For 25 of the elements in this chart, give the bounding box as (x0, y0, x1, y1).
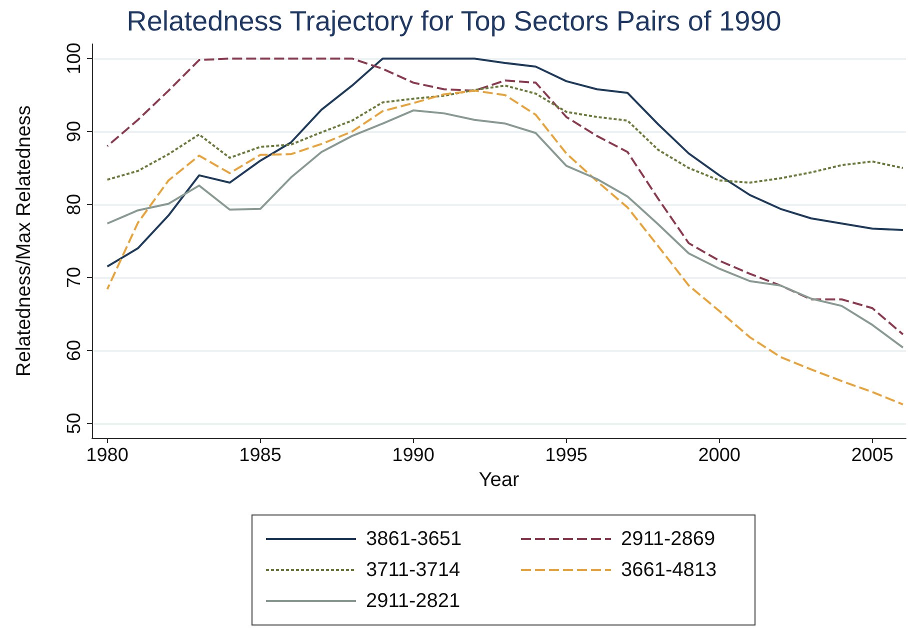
x-tick-label: 1990 (392, 445, 434, 466)
x-tick-label: 1985 (239, 445, 282, 466)
y-tick-label: 70 (64, 266, 85, 288)
chart-title: Relatedness Trajectory for Top Sectors Pairs of 1990 (126, 6, 782, 36)
y-tick-label: 80 (64, 194, 85, 216)
legend-label: 3861-3651 (366, 528, 462, 550)
legend-label: 3661-4813 (621, 559, 717, 581)
line-series (106, 84, 904, 184)
line-series (106, 109, 904, 349)
y-tick-label: 50 (64, 412, 85, 434)
legend-label: 2911-2869 (621, 528, 716, 550)
x-tick-label: 1995 (545, 445, 588, 466)
line-series (106, 58, 904, 268)
x-tick-label: 1980 (86, 445, 128, 466)
x-tick-label: 2005 (851, 445, 894, 466)
y-tick-label: 100 (64, 42, 85, 74)
x-axis-title: Year (478, 469, 520, 491)
y-axis-title: Relatedness/Max Relatedness (13, 105, 35, 377)
y-tick-label: 60 (64, 340, 85, 362)
line-series (106, 90, 904, 406)
x-tick-label: 2000 (698, 445, 740, 466)
legend-label: 2911-2821 (366, 590, 460, 612)
legend-label: 3711-3714 (366, 559, 460, 581)
y-tick-label: 90 (64, 120, 85, 142)
line-series (106, 58, 904, 336)
